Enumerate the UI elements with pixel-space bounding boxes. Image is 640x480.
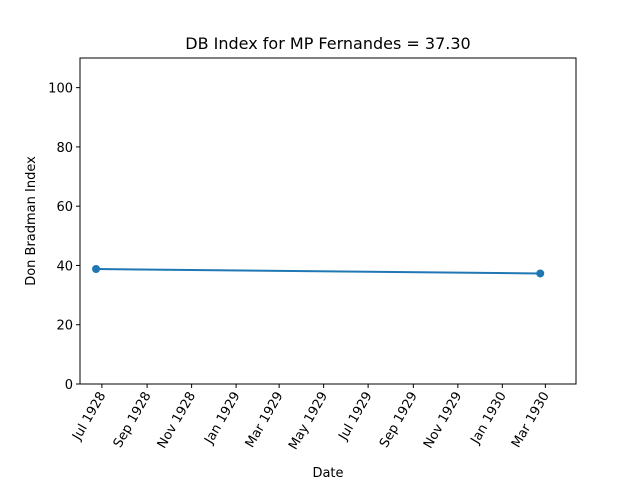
- y-tick-label: 0: [65, 378, 73, 393]
- y-axis-label: Don Bradman Index: [24, 156, 39, 286]
- y-tick-label: 100: [48, 82, 73, 97]
- y-tick-label: 80: [56, 141, 73, 156]
- plot-frame: [79, 57, 577, 385]
- y-tick-label: 40: [56, 259, 73, 274]
- chart-title: DB Index for MP Fernandes = 37.30: [185, 34, 470, 53]
- y-tick-label: 60: [56, 200, 73, 215]
- data-point: [92, 265, 101, 274]
- x-axis-label: Date: [312, 466, 343, 480]
- data-point: [536, 269, 545, 278]
- y-axis-ticks: 0 20 40 60 80 100: [48, 82, 80, 393]
- series-layer: [92, 265, 545, 278]
- series-line: [95, 268, 541, 275]
- y-tick-label: 20: [56, 319, 73, 334]
